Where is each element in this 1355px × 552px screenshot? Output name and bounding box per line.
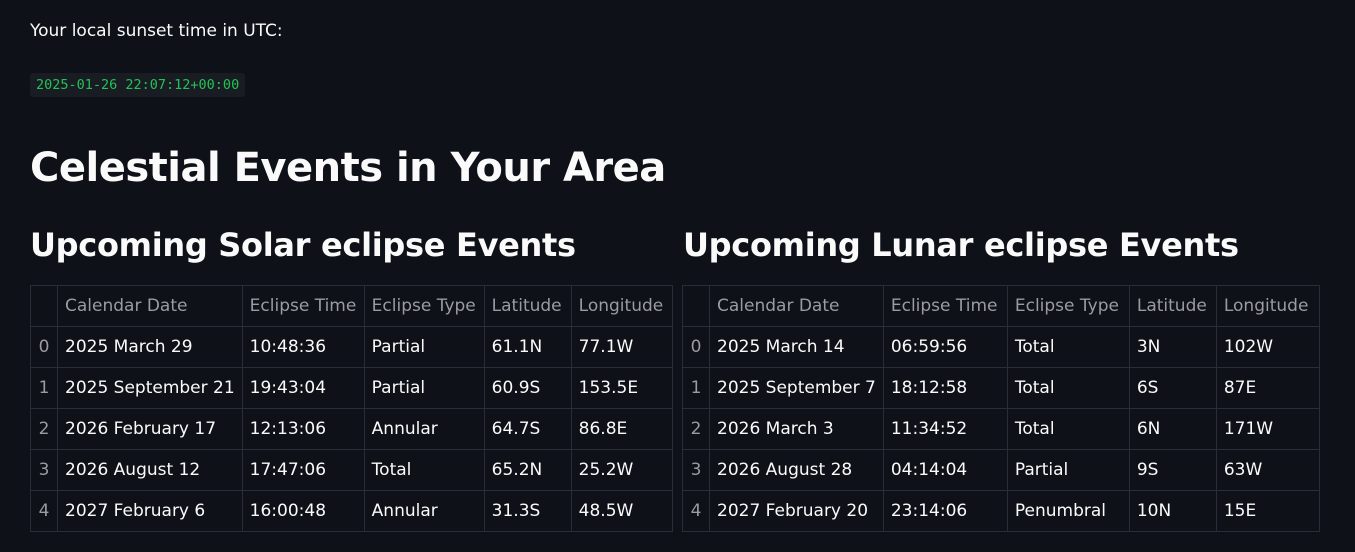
row-index: 0 <box>30 326 58 368</box>
cell-latitude[interactable]: 9S <box>1128 449 1217 491</box>
cell-eclipse-time[interactable]: 23:14:06 <box>882 490 1008 532</box>
cell-eclipse-time[interactable]: 11:34:52 <box>882 408 1008 450</box>
column-header-longitude[interactable]: Longitude <box>570 285 673 327</box>
cell-longitude[interactable]: 77.1W <box>570 326 673 368</box>
cell-calendar-date[interactable]: 2025 March 14 <box>709 326 884 368</box>
cell-longitude[interactable]: 25.2W <box>570 449 673 491</box>
cell-latitude[interactable]: 10N <box>1128 490 1217 532</box>
cell-eclipse-time[interactable]: 16:00:48 <box>241 490 365 532</box>
table-row: 2 2026 March 3 11:34:52 Total 6N 171W <box>682 408 1320 450</box>
cell-eclipse-type[interactable]: Total <box>363 449 485 491</box>
cell-longitude[interactable]: 63W <box>1215 449 1320 491</box>
column-header-eclipse-time[interactable]: Eclipse Time <box>241 285 365 327</box>
row-index: 1 <box>682 367 710 409</box>
row-index: 2 <box>682 408 710 450</box>
cell-eclipse-type[interactable]: Penumbral <box>1006 490 1130 532</box>
cell-calendar-date[interactable]: 2026 August 28 <box>709 449 884 491</box>
cell-latitude[interactable]: 6S <box>1128 367 1217 409</box>
page-title: Celestial Events in Your Area <box>30 145 666 191</box>
cell-latitude[interactable]: 60.9S <box>483 367 572 409</box>
row-index: 3 <box>30 449 58 491</box>
cell-calendar-date[interactable]: 2025 March 29 <box>57 326 243 368</box>
cell-eclipse-type[interactable]: Total <box>1006 326 1130 368</box>
cell-calendar-date[interactable]: 2026 February 17 <box>57 408 243 450</box>
cell-longitude[interactable]: 15E <box>1215 490 1320 532</box>
cell-calendar-date[interactable]: 2025 September 21 <box>57 367 243 409</box>
cell-longitude[interactable]: 171W <box>1215 408 1320 450</box>
cell-longitude[interactable]: 48.5W <box>570 490 673 532</box>
cell-eclipse-type[interactable]: Annular <box>363 408 485 450</box>
column-header-index[interactable] <box>30 285 58 327</box>
cell-latitude[interactable]: 31.3S <box>483 490 572 532</box>
table-row: 0 2025 March 29 10:48:36 Partial 61.1N 7… <box>30 326 673 368</box>
column-header-latitude[interactable]: Latitude <box>1128 285 1217 327</box>
column-header-eclipse-time[interactable]: Eclipse Time <box>882 285 1008 327</box>
sunset-label: Your local sunset time in UTC: <box>30 21 283 41</box>
cell-longitude[interactable]: 102W <box>1215 326 1320 368</box>
column-header-index[interactable] <box>682 285 710 327</box>
cell-eclipse-time[interactable]: 06:59:56 <box>882 326 1008 368</box>
cell-eclipse-type[interactable]: Partial <box>363 367 485 409</box>
cell-latitude[interactable]: 61.1N <box>483 326 572 368</box>
row-index: 2 <box>30 408 58 450</box>
sunset-time-code: 2025-01-26 22:07:12+00:00 <box>30 73 246 97</box>
cell-eclipse-type[interactable]: Annular <box>363 490 485 532</box>
cell-longitude[interactable]: 153.5E <box>570 367 673 409</box>
table-header-row: Calendar Date Eclipse Time Eclipse Type … <box>682 285 1320 327</box>
table-row: 4 2027 February 6 16:00:48 Annular 31.3S… <box>30 490 673 532</box>
column-header-eclipse-type[interactable]: Eclipse Type <box>363 285 485 327</box>
column-header-calendar-date[interactable]: Calendar Date <box>709 285 884 327</box>
cell-longitude[interactable]: 87E <box>1215 367 1320 409</box>
lunar-section-title: Upcoming Lunar eclipse Events <box>683 226 1239 264</box>
row-index: 0 <box>682 326 710 368</box>
cell-eclipse-time[interactable]: 10:48:36 <box>241 326 365 368</box>
lunar-eclipse-table[interactable]: Calendar Date Eclipse Time Eclipse Type … <box>682 285 1320 532</box>
cell-calendar-date[interactable]: 2027 February 6 <box>57 490 243 532</box>
table-row: 4 2027 February 20 23:14:06 Penumbral 10… <box>682 490 1320 532</box>
cell-eclipse-time[interactable]: 04:14:04 <box>882 449 1008 491</box>
table-row: 0 2025 March 14 06:59:56 Total 3N 102W <box>682 326 1320 368</box>
cell-latitude[interactable]: 65.2N <box>483 449 572 491</box>
cell-calendar-date[interactable]: 2025 September 7 <box>709 367 884 409</box>
cell-calendar-date[interactable]: 2026 August 12 <box>57 449 243 491</box>
cell-eclipse-time[interactable]: 17:47:06 <box>241 449 365 491</box>
cell-latitude[interactable]: 64.7S <box>483 408 572 450</box>
row-index: 1 <box>30 367 58 409</box>
cell-latitude[interactable]: 3N <box>1128 326 1217 368</box>
table-header-row: Calendar Date Eclipse Time Eclipse Type … <box>30 285 673 327</box>
cell-eclipse-time[interactable]: 12:13:06 <box>241 408 365 450</box>
cell-longitude[interactable]: 86.8E <box>570 408 673 450</box>
solar-eclipse-table[interactable]: Calendar Date Eclipse Time Eclipse Type … <box>30 285 673 532</box>
cell-eclipse-type[interactable]: Total <box>1006 408 1130 450</box>
table-row: 2 2026 February 17 12:13:06 Annular 64.7… <box>30 408 673 450</box>
cell-calendar-date[interactable]: 2027 February 20 <box>709 490 884 532</box>
column-header-calendar-date[interactable]: Calendar Date <box>57 285 243 327</box>
cell-calendar-date[interactable]: 2026 March 3 <box>709 408 884 450</box>
cell-latitude[interactable]: 6N <box>1128 408 1217 450</box>
table-row: 1 2025 September 21 19:43:04 Partial 60.… <box>30 367 673 409</box>
cell-eclipse-type[interactable]: Partial <box>1006 449 1130 491</box>
column-header-eclipse-type[interactable]: Eclipse Type <box>1006 285 1130 327</box>
cell-eclipse-type[interactable]: Partial <box>363 326 485 368</box>
row-index: 4 <box>30 490 58 532</box>
cell-eclipse-type[interactable]: Total <box>1006 367 1130 409</box>
table-row: 3 2026 August 28 04:14:04 Partial 9S 63W <box>682 449 1320 491</box>
cell-eclipse-time[interactable]: 18:12:58 <box>882 367 1008 409</box>
table-row: 3 2026 August 12 17:47:06 Total 65.2N 25… <box>30 449 673 491</box>
column-header-latitude[interactable]: Latitude <box>483 285 572 327</box>
row-index: 3 <box>682 449 710 491</box>
table-row: 1 2025 September 7 18:12:58 Total 6S 87E <box>682 367 1320 409</box>
column-header-longitude[interactable]: Longitude <box>1215 285 1320 327</box>
cell-eclipse-time[interactable]: 19:43:04 <box>241 367 365 409</box>
row-index: 4 <box>682 490 710 532</box>
solar-section-title: Upcoming Solar eclipse Events <box>30 226 576 264</box>
